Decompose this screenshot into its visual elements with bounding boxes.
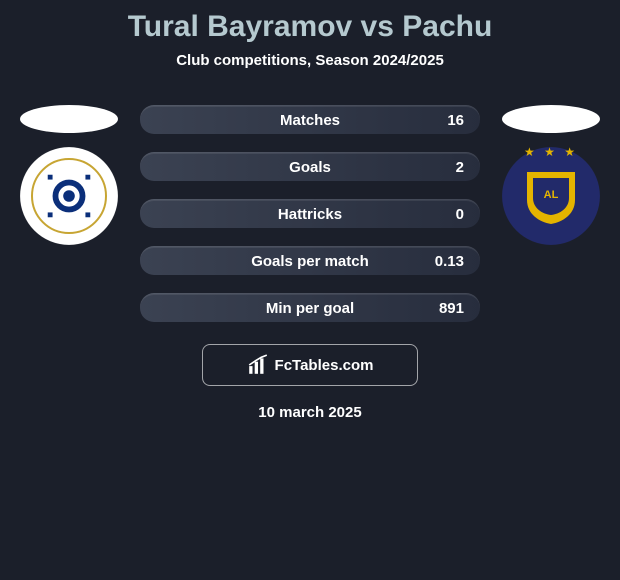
date-text: 10 march 2025 bbox=[0, 404, 620, 421]
subtitle-text: Club competitions, Season 2024/2025 bbox=[0, 52, 620, 69]
stat-label: Hattricks bbox=[278, 206, 342, 223]
player-left-column bbox=[14, 105, 124, 245]
stat-row: Hattricks 0 bbox=[140, 199, 480, 228]
stats-table: Matches 16 Goals 2 Hattricks 0 Goals per… bbox=[140, 105, 480, 322]
brand-logo[interactable]: FcTables.com bbox=[202, 344, 418, 386]
stat-row: Min per goal 891 bbox=[140, 293, 480, 322]
stat-label: Min per goal bbox=[266, 300, 354, 317]
stat-row: Goals per match 0.13 bbox=[140, 246, 480, 275]
stat-label: Goals per match bbox=[251, 253, 369, 270]
player-right-column: AL bbox=[496, 105, 606, 245]
player-left-avatar bbox=[20, 105, 118, 133]
chart-icon bbox=[247, 354, 269, 376]
brand-text: FcTables.com bbox=[275, 357, 374, 374]
stat-value-right: 891 bbox=[439, 300, 464, 317]
stat-value-right: 0 bbox=[456, 206, 464, 223]
team-right-badge-icon: AL bbox=[502, 147, 600, 245]
stat-value-right: 0.13 bbox=[435, 253, 464, 270]
stat-row: Matches 16 bbox=[140, 105, 480, 134]
stat-row: Goals 2 bbox=[140, 152, 480, 181]
stat-value-right: 16 bbox=[447, 112, 464, 129]
stat-value-right: 2 bbox=[456, 159, 464, 176]
svg-text:AL: AL bbox=[544, 189, 559, 201]
team-left-badge-icon bbox=[20, 147, 118, 245]
stat-label: Matches bbox=[280, 112, 340, 129]
player-right-avatar bbox=[502, 105, 600, 133]
page-title: Tural Bayramov vs Pachu bbox=[0, 10, 620, 44]
stat-label: Goals bbox=[289, 159, 331, 176]
